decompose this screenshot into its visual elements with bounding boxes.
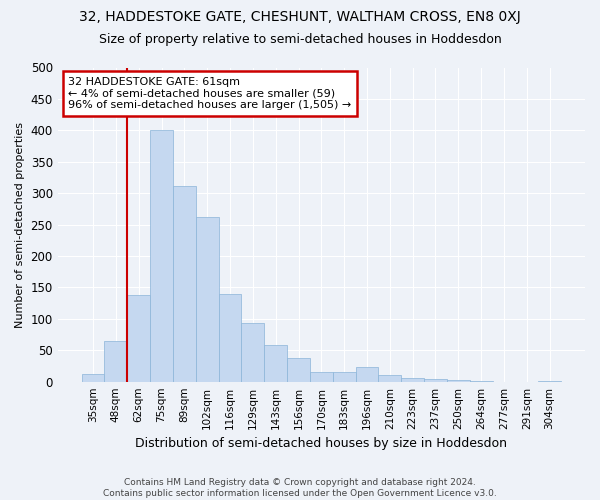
Bar — [424, 379, 447, 382]
Text: 32, HADDESTOKE GATE, CHESHUNT, WALTHAM CROSS, EN8 0XJ: 32, HADDESTOKE GATE, CHESHUNT, WALTHAM C… — [79, 10, 521, 24]
Bar — [104, 341, 127, 382]
Bar — [241, 323, 264, 382]
Bar — [356, 366, 379, 382]
Text: 32 HADDESTOKE GATE: 61sqm
← 4% of semi-detached houses are smaller (59)
96% of s: 32 HADDESTOKE GATE: 61sqm ← 4% of semi-d… — [68, 77, 352, 110]
Bar — [82, 374, 104, 382]
Bar — [310, 372, 333, 382]
Bar — [470, 381, 493, 382]
Y-axis label: Number of semi-detached properties: Number of semi-detached properties — [15, 122, 25, 328]
Bar — [447, 380, 470, 382]
Bar — [150, 130, 173, 382]
Text: Size of property relative to semi-detached houses in Hoddesdon: Size of property relative to semi-detach… — [98, 32, 502, 46]
Bar — [287, 358, 310, 382]
X-axis label: Distribution of semi-detached houses by size in Hoddesdon: Distribution of semi-detached houses by … — [136, 437, 508, 450]
Text: Contains HM Land Registry data © Crown copyright and database right 2024.
Contai: Contains HM Land Registry data © Crown c… — [103, 478, 497, 498]
Bar — [379, 376, 401, 382]
Bar — [401, 378, 424, 382]
Bar — [333, 372, 356, 382]
Bar — [196, 217, 218, 382]
Bar — [264, 345, 287, 382]
Bar — [538, 381, 561, 382]
Bar — [218, 294, 241, 382]
Bar — [127, 295, 150, 382]
Bar — [173, 186, 196, 382]
